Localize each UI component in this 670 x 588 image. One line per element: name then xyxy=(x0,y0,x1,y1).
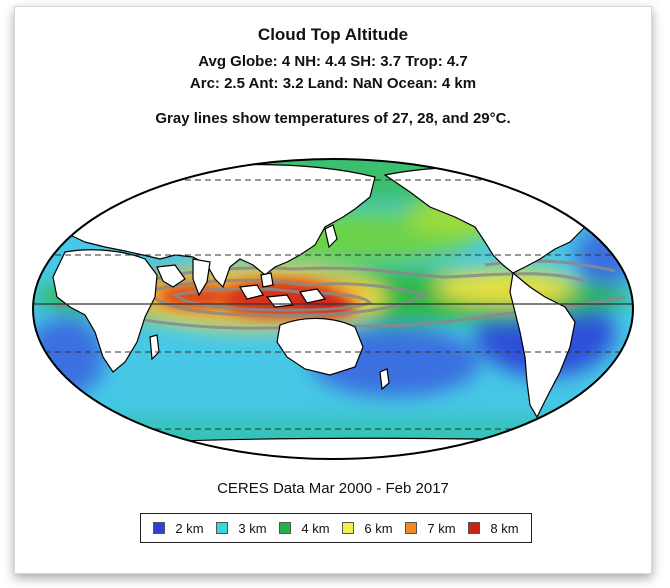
legend-item: 6 km xyxy=(342,520,393,536)
figure-title: Cloud Top Altitude xyxy=(257,25,409,44)
legend-item: 7 km xyxy=(405,520,456,536)
legend-swatch xyxy=(342,522,355,534)
legend-label: 4 km xyxy=(301,520,330,536)
stats-line-1: Avg Globe: 4 NH: 4.4 SH: 3.7 Trop: 4.7 xyxy=(198,53,468,70)
legend-swatch xyxy=(279,522,292,534)
legend-item: 4 km xyxy=(279,520,330,536)
legend-swatch xyxy=(468,522,481,534)
legend-label: 7 km xyxy=(427,520,456,536)
legend: 2 km 3 km 4 km 6 km 7 km 8 km xyxy=(140,513,532,543)
world-map xyxy=(32,158,634,460)
isotherm-note: Gray lines show temperatures of 27, 28, … xyxy=(155,110,511,127)
legend-item: 3 km xyxy=(216,520,267,536)
legend-label: 2 km xyxy=(175,520,204,536)
legend-label: 6 km xyxy=(364,520,393,536)
stats-line-2: Arc: 2.5 Ant: 3.2 Land: NaN Ocean: 4 km xyxy=(189,75,477,92)
cloud-field xyxy=(33,159,633,459)
legend-label: 3 km xyxy=(238,520,267,536)
legend-item: 8 km xyxy=(468,520,519,536)
legend-label: 8 km xyxy=(490,520,519,536)
globe-outline xyxy=(32,158,634,460)
legend-item: 2 km xyxy=(153,520,204,536)
legend-swatch xyxy=(405,522,418,534)
legend-swatch xyxy=(216,522,229,534)
figure-panel: Cloud Top Altitude Avg Globe: 4 NH: 4.4 … xyxy=(14,6,652,574)
data-source-caption: CERES Data Mar 2000 - Feb 2017 xyxy=(217,480,449,497)
legend-swatch xyxy=(153,522,166,534)
